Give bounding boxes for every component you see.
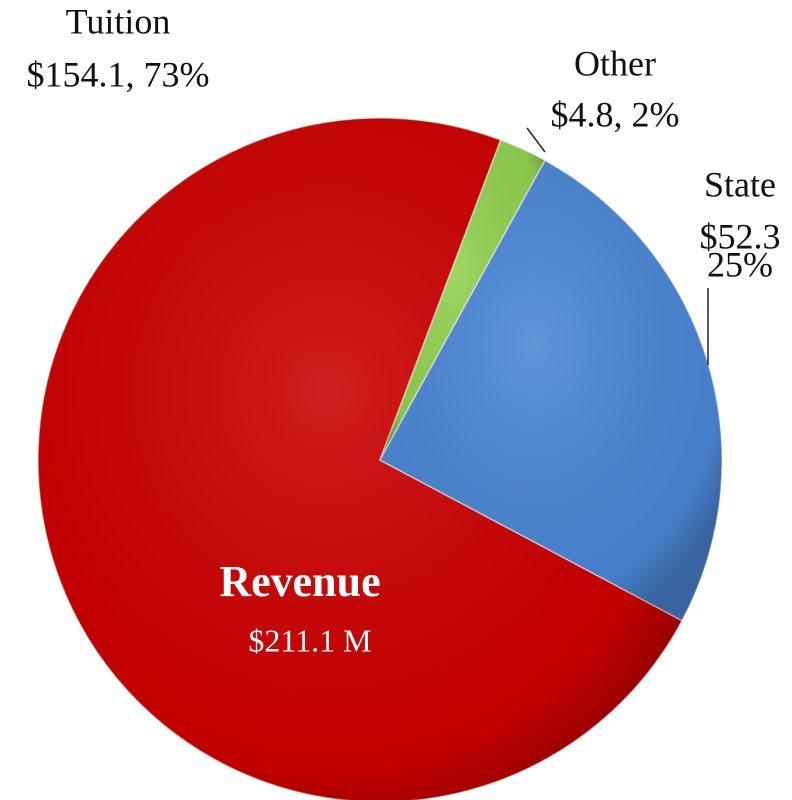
leader-line xyxy=(526,127,546,153)
slice-value-label: $4.8, 2% xyxy=(551,94,680,134)
center-title: Revenue xyxy=(219,557,380,606)
slice-shade xyxy=(380,160,722,621)
slice-label: Other xyxy=(574,43,656,83)
slice-shade xyxy=(37,118,682,800)
slice-value-label: $52.3 xyxy=(700,216,781,256)
slice-label: State xyxy=(704,164,776,204)
slice-value-label: 25% xyxy=(707,244,773,284)
center-subtitle: $211.1 M xyxy=(248,622,371,658)
slice-label: Tuition xyxy=(66,1,171,41)
slice-shade xyxy=(380,140,546,460)
slice-value-label: $154.1, 73% xyxy=(27,54,210,94)
